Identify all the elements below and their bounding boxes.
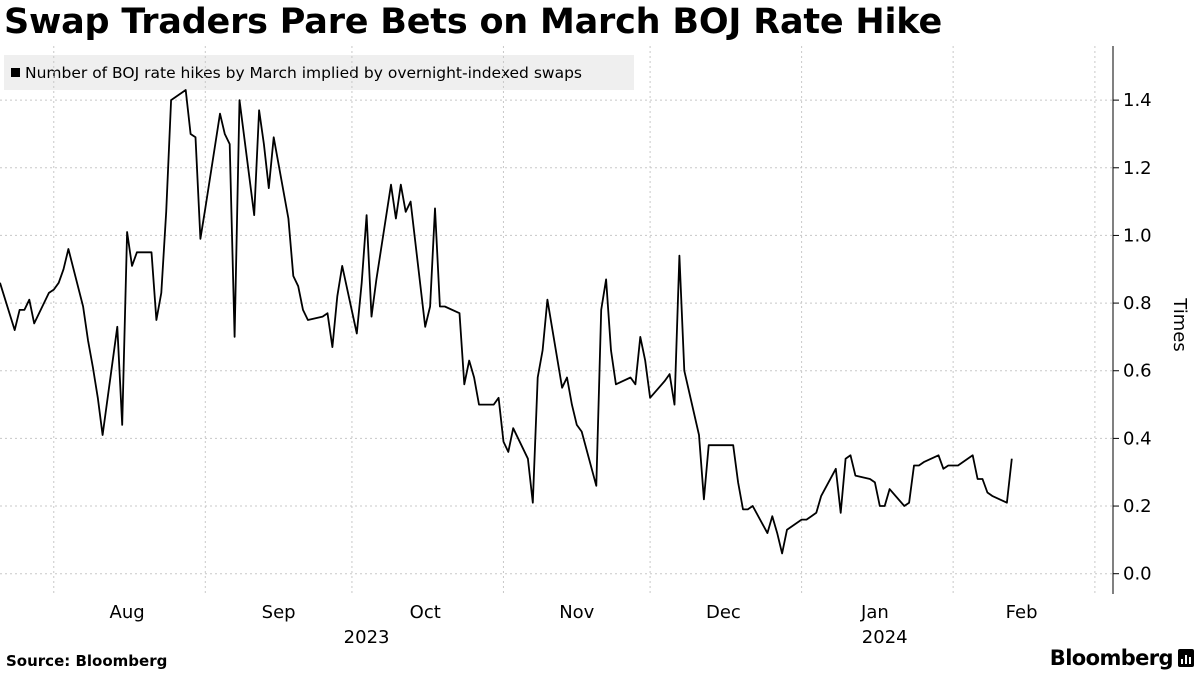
- y-tick-label: 0.6: [1123, 361, 1152, 382]
- legend-swatch: [11, 68, 20, 77]
- brand-logo: Bloomberg: [1050, 646, 1194, 670]
- chart-legend: Number of BOJ rate hikes by March implie…: [4, 55, 634, 90]
- y-tick-label: 1.4: [1123, 90, 1152, 111]
- y-tick-label: 0.0: [1123, 564, 1152, 585]
- x-axis: Aug Sep Oct Nov Dec Jan Feb 2023 2024: [110, 602, 1038, 648]
- x-tick-label: Nov: [559, 602, 594, 623]
- legend-label: Number of BOJ rate hikes by March implie…: [25, 63, 582, 82]
- y-axis: 0.0 0.2 0.4 0.6 0.8 1.0 1.2 1.4: [1112, 46, 1152, 594]
- y-tick-label: 0.4: [1123, 428, 1152, 449]
- series-layer: [0, 89, 1013, 555]
- year-label: 2023: [344, 627, 390, 648]
- brand-name: Bloomberg: [1049, 646, 1174, 670]
- chart-title: Swap Traders Pare Bets on March BOJ Rate…: [4, 2, 942, 42]
- grid-lines: [0, 46, 1113, 594]
- y-tick-label: 1.0: [1123, 225, 1152, 246]
- x-tick-label: Aug: [110, 602, 145, 623]
- x-tick-label: Jan: [860, 602, 889, 623]
- y-axis-label: Times: [1169, 297, 1190, 351]
- x-tick-label: Feb: [1006, 602, 1038, 623]
- bar-chart-icon: [1178, 649, 1194, 667]
- series-line: [0, 89, 1013, 555]
- source-note: Source: Bloomberg: [6, 652, 168, 670]
- y-tick-label: 0.8: [1123, 293, 1152, 314]
- year-label: 2024: [862, 627, 908, 648]
- x-tick-label: Sep: [262, 602, 296, 623]
- x-tick-label: Dec: [706, 602, 741, 623]
- x-tick-label: Oct: [410, 602, 441, 623]
- y-tick-label: 0.2: [1123, 496, 1152, 517]
- y-tick-label: 1.2: [1123, 158, 1152, 179]
